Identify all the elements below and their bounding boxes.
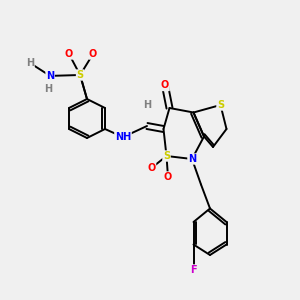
Text: O: O bbox=[161, 80, 169, 91]
Text: O: O bbox=[65, 49, 73, 59]
Text: S: S bbox=[163, 151, 170, 161]
Text: S: S bbox=[217, 100, 224, 110]
Text: H: H bbox=[143, 100, 151, 110]
Text: S: S bbox=[76, 70, 84, 80]
Text: F: F bbox=[190, 265, 197, 275]
Text: N: N bbox=[46, 71, 54, 81]
Text: H: H bbox=[26, 58, 34, 68]
Text: NH: NH bbox=[115, 132, 131, 142]
Text: N: N bbox=[188, 154, 196, 164]
Text: O: O bbox=[89, 49, 97, 59]
Text: H: H bbox=[44, 84, 53, 94]
Text: O: O bbox=[147, 163, 156, 173]
Text: O: O bbox=[164, 172, 172, 182]
